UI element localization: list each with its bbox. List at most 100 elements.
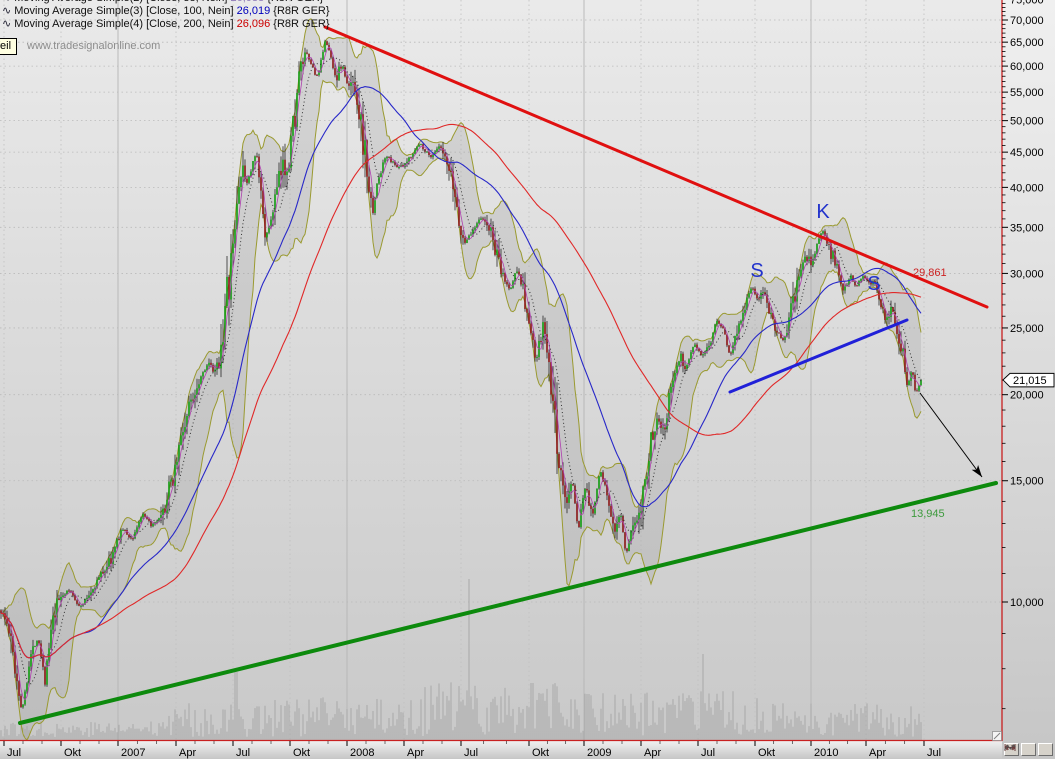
candle-body [342,66,344,69]
expand-horizontal-button[interactable] [1004,743,1036,756]
candle-body [810,256,812,266]
candle-body [14,652,16,674]
candle-body [440,146,442,148]
candle-body [698,348,700,351]
volume-bar [808,726,810,740]
candle-body [450,170,452,172]
volume-bar [618,712,620,740]
volume-bar [900,734,902,740]
plot-background [0,0,1002,741]
volume-bar [346,709,348,740]
volume-bar [582,730,584,740]
candle-body [578,521,580,528]
volume-bar [100,731,102,740]
y-axis[interactable]: 75,000 70,000 65,000 60,000 55,000 50,000 45,0… [1002,0,1044,710]
candle-body [730,352,732,354]
head-shoulders-label-s[interactable]: S [867,273,880,295]
volume-bar [190,727,192,740]
volume-bar [736,722,738,740]
head-shoulders-label-k[interactable]: K [816,201,830,223]
volume-bar [778,715,780,740]
volume-bar [522,708,524,740]
candle-body [180,435,182,445]
volume-bar [526,705,528,740]
x-axis-background[interactable] [0,741,1002,759]
descending-resistance[interactable] [323,25,989,309]
volume-bar [596,725,598,740]
candle-body [788,317,790,333]
volume-bar [116,732,118,740]
volume-bar [326,713,328,740]
volume-bar [174,709,176,740]
ascending-support-value-label: 13,945 [911,508,945,520]
volume-bar [846,714,848,740]
legend-item[interactable]: ∿ Moving Average Simple(3) [Close, 100, N… [2,5,330,18]
volume-bar [576,709,578,740]
volume-bar [448,700,450,740]
volume-bar [812,729,814,740]
candle-body [200,376,202,385]
volume-bar [540,693,542,740]
candle-body [252,161,254,172]
volume-bar [376,698,378,740]
volume-bar [280,705,282,740]
candle-body [876,283,878,291]
candle-body [238,187,240,204]
candle-body [784,336,786,340]
volume-bar [762,711,764,740]
candle-body [36,640,38,647]
volume-bar [6,729,8,740]
candle-body [208,362,210,366]
candle-body [258,156,260,178]
candle-body [840,275,842,284]
candle-body [716,321,718,325]
candle-body [898,334,900,344]
projection-arrow[interactable] [919,392,983,478]
volume-bar [704,703,706,740]
candle-body [370,191,372,198]
candle-body [642,486,644,512]
volume-bar [726,724,728,740]
ascending-support[interactable] [18,481,998,725]
candle-body [498,249,500,258]
head-shoulders-label-s[interactable]: S [750,260,763,282]
candle-body [908,380,910,386]
volume-bar [162,722,164,740]
candle-body [566,497,568,503]
volume-bar [730,720,732,740]
volume-bar [890,713,892,740]
ma-38-dotted-line [0,57,922,685]
volume-bar [72,725,74,740]
candle-body [846,284,848,287]
candle-body [174,464,176,486]
candle-body [288,167,290,172]
zigzag-tool-button[interactable] [1004,743,1053,756]
volume-bar [102,730,104,740]
volume-bar [466,690,468,740]
volume-bar [492,698,494,740]
volume-bar [50,733,52,740]
volume-bar [450,682,452,740]
candle-body [652,432,654,440]
candle-body [648,461,650,477]
candle-body [570,484,572,492]
legend-item[interactable]: ∿Moving Average Simple(2) [Close, 38, Ne… [2,0,330,5]
candle-body [902,348,904,352]
volume-bar [212,724,214,740]
volume-bar [396,719,398,740]
volume-bar [834,714,836,740]
sks-neckline[interactable] [728,318,909,394]
volume-bar [880,708,882,740]
volume-bar [586,694,588,740]
volume-bar [194,710,196,740]
candle-body [830,244,832,259]
candle-body [272,212,274,220]
candle-body [242,165,244,178]
volume-bar [422,735,424,740]
legend-item[interactable]: ∿ Moving Average Simple(4) [Close, 200, N… [2,18,330,31]
indicator-legend: ∿Moving Average Simple(2) [Close, 38, Ne… [2,0,330,31]
x-axis[interactable]: Jul Okt 2007 Apr Jul Okt 2008 Apr Jul Okt 2009 Apr J… [3,741,941,759]
candle-body [22,704,24,708]
last-price-value: 21,015 [1013,375,1047,387]
